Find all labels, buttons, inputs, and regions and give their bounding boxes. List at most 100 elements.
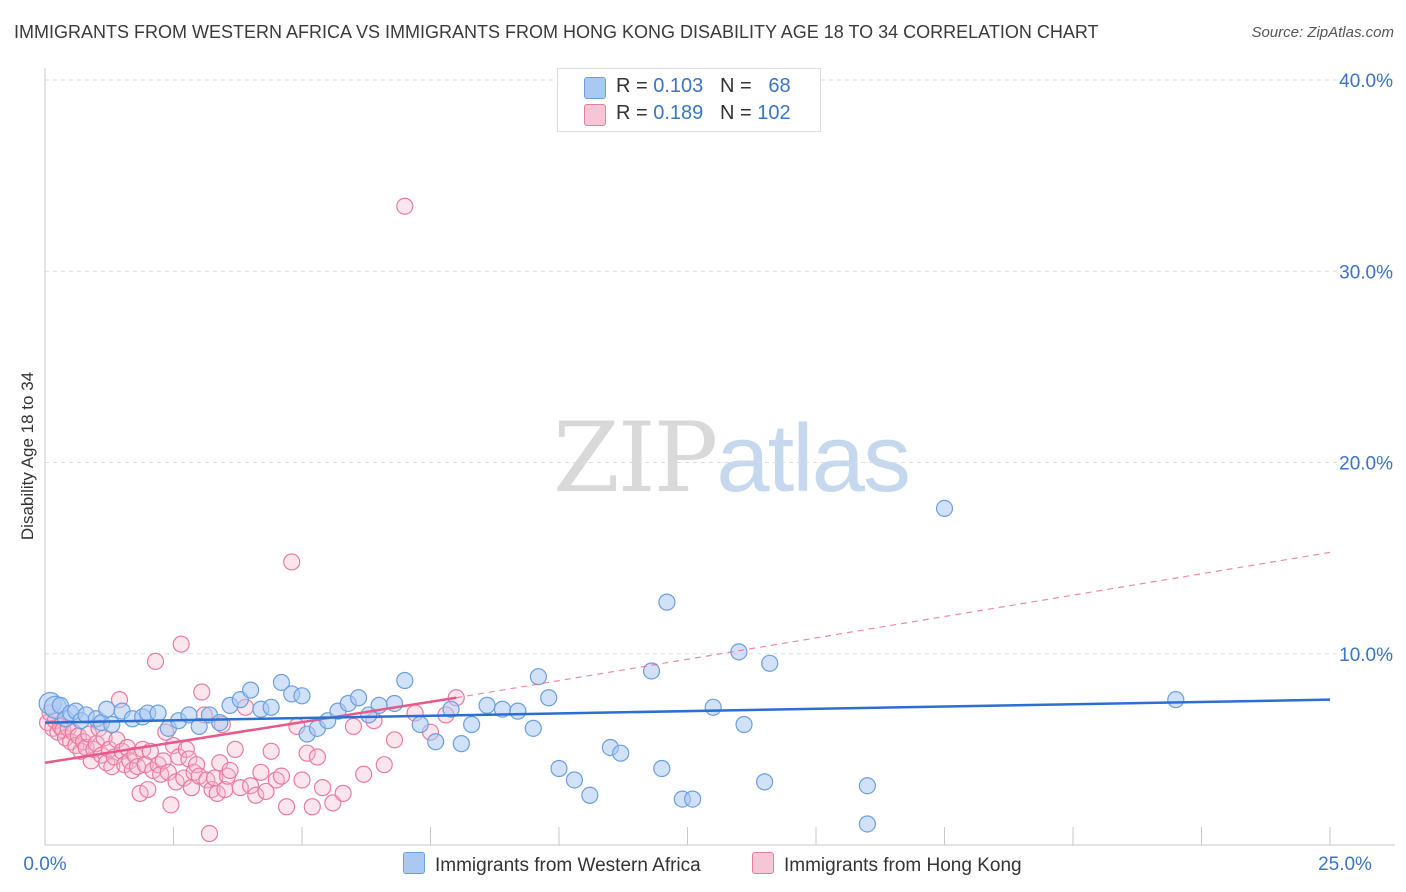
hong-kong-point <box>257 782 275 801</box>
hong-kong-point <box>208 784 226 802</box>
hong-kong-point <box>247 786 265 804</box>
hong-kong-trend-line <box>44 696 457 764</box>
hong-kong-point <box>293 771 311 789</box>
western-africa-point <box>581 786 599 804</box>
r-label: R = <box>616 102 648 124</box>
western-africa-point <box>612 744 630 762</box>
western-africa-point <box>190 717 208 736</box>
western-africa-point <box>524 719 542 737</box>
western-africa-point <box>529 668 548 686</box>
hong-kong-trend-projection <box>456 551 1331 699</box>
western-africa-point <box>272 673 291 692</box>
hong-kong-point <box>162 796 180 814</box>
hong-kong-point <box>355 765 373 783</box>
hong-kong-point <box>193 683 211 701</box>
tick-labels: 10.0% 20.0% 30.0% 40.0% 0.0% 25.0% <box>23 71 1393 875</box>
western-africa-point <box>149 704 167 722</box>
western-africa-point <box>463 715 481 734</box>
n-value: 68 <box>768 75 791 97</box>
hong-kong-point <box>385 731 404 749</box>
western-africa-point <box>704 698 722 716</box>
western-africa-point <box>396 671 414 690</box>
hong-kong-point <box>298 744 316 762</box>
hong-kong-point <box>396 197 414 215</box>
hong-kong-points <box>38 197 465 843</box>
western-africa-point <box>211 713 229 732</box>
watermark: ZIPatlas <box>553 402 911 514</box>
hong-kong-point <box>146 652 165 671</box>
western-africa-point <box>242 681 260 699</box>
western-africa-point <box>98 700 116 718</box>
western-africa-point <box>452 735 470 753</box>
western-africa-point <box>755 773 774 791</box>
legend-swatch-blue <box>403 852 425 874</box>
n-value: 102 <box>757 102 791 124</box>
watermark-atlas: atlas <box>716 405 911 512</box>
legend-item-hong-kong: Immigrants from Hong Kong <box>752 852 1022 877</box>
axes <box>44 68 1395 846</box>
n-label: N = <box>719 75 752 97</box>
gridlines <box>45 79 1395 655</box>
legend-label-western-africa: Immigrants from Western Africa <box>435 855 701 876</box>
legend-swatch-blue <box>584 77 606 99</box>
hong-kong-point <box>277 798 296 816</box>
r-value: 0.103 <box>653 75 704 97</box>
x-tick-label-min: 0.0% <box>23 854 66 875</box>
western-africa-point <box>684 790 702 808</box>
legend-label-hong-kong: Immigrants from Hong Kong <box>784 855 1022 876</box>
hong-kong-point <box>303 798 321 816</box>
correlation-legend: R = 0.103 N = 68 R = 0.189 N = 102 <box>557 68 821 132</box>
western-africa-point <box>540 689 558 707</box>
western-africa-point <box>935 499 954 517</box>
western-africa-point <box>653 759 671 778</box>
western-africa-point <box>550 759 568 778</box>
hong-kong-point <box>226 740 244 758</box>
legend-swatch-pink <box>584 104 606 126</box>
r-value: 0.189 <box>653 102 704 124</box>
hong-kong-point <box>252 763 270 781</box>
western-africa-point <box>735 715 753 734</box>
hong-kong-point <box>283 553 301 571</box>
hong-kong-point <box>172 635 190 653</box>
x-tick-label-max: 25.0% <box>1318 854 1372 875</box>
hong-kong-point <box>167 773 185 791</box>
western-africa-trend-line <box>44 698 1331 724</box>
source-label: Source: ZipAtlas.com <box>1251 24 1394 41</box>
western-africa-point <box>858 815 877 833</box>
western-africa-point <box>1167 691 1185 709</box>
chart-title: IMMIGRANTS FROM WESTERN AFRICA VS IMMIGR… <box>14 22 1099 42</box>
western-africa-point <box>442 700 460 718</box>
hong-kong-point <box>262 742 280 760</box>
western-africa-point <box>262 698 280 716</box>
western-africa-point <box>565 771 584 789</box>
western-africa-point <box>509 702 527 720</box>
western-africa-point <box>858 777 877 795</box>
hong-kong-point <box>242 777 260 795</box>
n-label: N = <box>719 102 752 124</box>
western-africa-point <box>478 696 496 714</box>
hong-kong-point <box>200 824 219 843</box>
r-label: R = <box>616 75 648 97</box>
western-africa-point <box>427 733 445 751</box>
y-tick-label: 40.0% <box>1339 71 1393 92</box>
y-tick-label: 20.0% <box>1339 454 1393 475</box>
watermark-zip: ZIP <box>553 402 718 514</box>
hong-kong-point <box>103 757 121 776</box>
trend-lines <box>44 551 1331 764</box>
hong-kong-point <box>308 748 327 766</box>
legend-swatch-pink <box>752 852 774 874</box>
hong-kong-point <box>131 784 149 802</box>
hong-kong-point <box>334 784 352 802</box>
western-africa-point <box>293 687 311 705</box>
western-africa-point <box>642 662 661 680</box>
western-africa-point <box>349 689 368 707</box>
hong-kong-point <box>375 756 393 774</box>
hong-kong-point <box>313 779 332 797</box>
western-africa-point <box>103 715 121 734</box>
western-africa-point <box>761 654 779 672</box>
hong-kong-point <box>139 780 157 799</box>
hong-kong-point <box>231 779 249 797</box>
hong-kong-point <box>272 767 291 785</box>
hong-kong-point <box>221 761 239 780</box>
